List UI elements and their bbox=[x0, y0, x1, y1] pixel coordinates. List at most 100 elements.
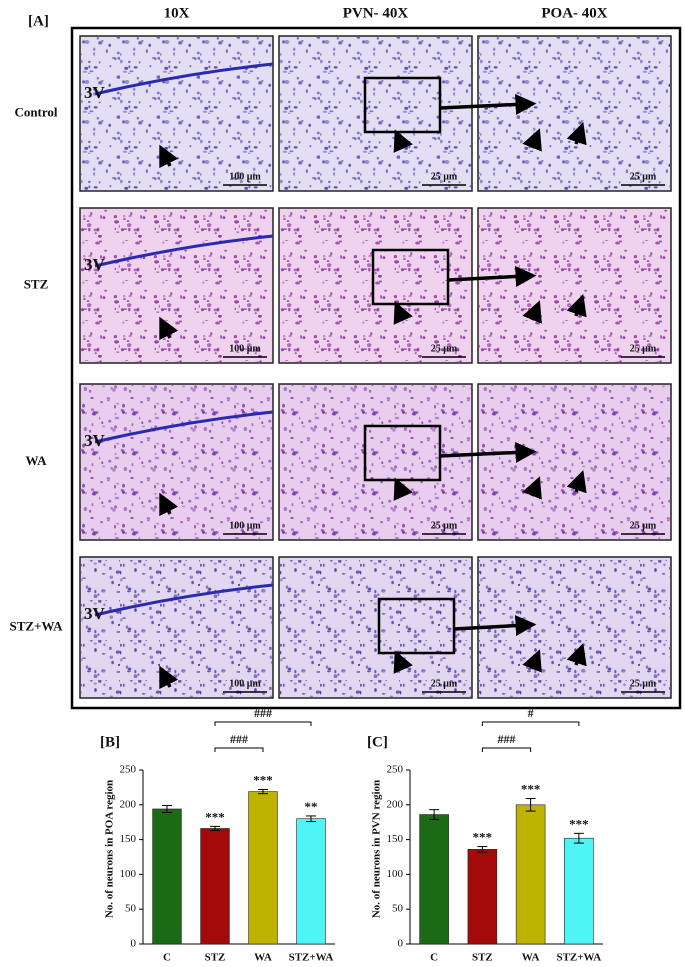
arrow bbox=[522, 649, 542, 673]
significance-bracket bbox=[214, 747, 264, 752]
arrow bbox=[522, 476, 542, 500]
arrow bbox=[566, 643, 587, 667]
micrograph-texture bbox=[280, 37, 471, 190]
micrograph-texture bbox=[81, 558, 272, 697]
y-tick-label: 250 bbox=[387, 764, 404, 776]
arrow bbox=[522, 128, 542, 152]
panel-label: [A] bbox=[28, 13, 49, 29]
scale-bar-label: 25 μm bbox=[630, 171, 657, 182]
y-axis-label: No. of neurons in PVN region bbox=[371, 780, 383, 918]
x-tick-label: WA bbox=[254, 952, 272, 964]
significance-bracket bbox=[481, 747, 532, 752]
column-header: PVN- 40X bbox=[343, 5, 409, 21]
panel-label: [C] bbox=[367, 734, 388, 750]
bracket-label: ### bbox=[254, 706, 272, 720]
micrograph-texture bbox=[479, 37, 670, 190]
bracket-label: # bbox=[528, 706, 534, 720]
arrow bbox=[393, 650, 413, 674]
bar bbox=[515, 804, 546, 945]
y-tick-label: 0 bbox=[398, 938, 404, 950]
y-tick-label: 0 bbox=[131, 938, 137, 950]
scale-bar-label: 25 μm bbox=[431, 343, 458, 354]
micrograph-texture bbox=[81, 385, 272, 539]
y-tick-label: 150 bbox=[387, 833, 404, 845]
micrograph-texture bbox=[280, 558, 471, 697]
arrow bbox=[566, 122, 587, 146]
arrow bbox=[447, 266, 537, 288]
micrograph-texture bbox=[280, 209, 471, 362]
x-tick-label: C bbox=[163, 952, 171, 964]
y-axis-label: No. of neurons in POA region bbox=[104, 780, 116, 918]
bar bbox=[564, 837, 594, 945]
ventricle-label: 3V bbox=[84, 83, 106, 102]
y-tick-label: 150 bbox=[120, 833, 137, 845]
arrow bbox=[159, 665, 179, 690]
ventricle bbox=[94, 410, 274, 444]
micrograph-texture bbox=[81, 37, 272, 190]
panel-frame bbox=[70, 26, 682, 710]
y-tick-label: 200 bbox=[387, 798, 404, 810]
significance-label: *** bbox=[253, 772, 273, 787]
scale-bar-label: 25 μm bbox=[431, 171, 458, 182]
arrow bbox=[439, 441, 537, 463]
arrow bbox=[159, 144, 179, 169]
scale-bar-label: 100 μm bbox=[229, 171, 261, 182]
arrow bbox=[159, 316, 179, 341]
x-tick-label: C bbox=[430, 952, 438, 964]
row-label: STZ bbox=[24, 276, 49, 291]
row-label: WA bbox=[26, 453, 48, 468]
bracket-label: ### bbox=[230, 732, 248, 746]
significance-label: *** bbox=[205, 809, 225, 824]
scale-bar-label: 100 μm bbox=[229, 343, 261, 354]
arrow bbox=[393, 129, 413, 153]
scale-bar-label: 25 μm bbox=[630, 343, 657, 354]
arrow bbox=[566, 294, 587, 318]
y-tick-label: 50 bbox=[392, 903, 404, 915]
y-tick-label: 200 bbox=[120, 798, 137, 810]
bar bbox=[467, 849, 498, 945]
scale-bar-label: 25 μm bbox=[630, 520, 657, 531]
micrograph-texture bbox=[280, 385, 471, 539]
significance-label: *** bbox=[521, 782, 541, 797]
ventricle bbox=[94, 234, 274, 268]
scale-bar-label: 25 μm bbox=[431, 520, 458, 531]
ventricle bbox=[94, 583, 274, 617]
bracket-label: ### bbox=[498, 732, 516, 746]
y-tick-label: 100 bbox=[387, 868, 404, 880]
x-tick-label: WA bbox=[522, 952, 540, 964]
arrow bbox=[439, 93, 537, 115]
row-label: Control bbox=[14, 104, 57, 119]
arrow bbox=[159, 492, 179, 517]
scale-bar-label: 25 μm bbox=[630, 678, 657, 689]
scale-bar-label: 100 μm bbox=[229, 520, 261, 531]
bar bbox=[152, 808, 182, 945]
significance-label: ** bbox=[305, 799, 318, 814]
ventricle bbox=[94, 62, 274, 96]
micrograph-texture bbox=[479, 209, 670, 362]
significance-label: *** bbox=[473, 830, 493, 845]
micrograph-texture bbox=[81, 209, 272, 362]
x-tick-label: STZ bbox=[472, 952, 493, 964]
bar bbox=[200, 828, 230, 945]
x-tick-label: STZ bbox=[205, 952, 226, 964]
significance-bracket bbox=[214, 721, 312, 726]
arrow bbox=[393, 301, 413, 325]
scale-bar-label: 100 μm bbox=[229, 678, 261, 689]
panel-label: [B] bbox=[100, 734, 120, 750]
arrow bbox=[393, 477, 413, 501]
y-tick-label: 250 bbox=[120, 764, 137, 776]
micrograph-texture bbox=[479, 385, 670, 539]
significance-label: *** bbox=[569, 816, 589, 831]
arrow bbox=[453, 615, 537, 637]
column-header: POA- 40X bbox=[541, 5, 607, 21]
x-tick-label: STZ+WA bbox=[289, 952, 334, 964]
arrow bbox=[566, 470, 587, 494]
bar bbox=[419, 814, 449, 945]
arrow bbox=[522, 300, 542, 324]
x-tick-label: STZ+WA bbox=[556, 952, 601, 964]
scale-bar-label: 25 μm bbox=[431, 678, 458, 689]
y-tick-label: 100 bbox=[120, 868, 137, 880]
bar bbox=[296, 818, 326, 945]
ventricle-label: 3V bbox=[84, 604, 106, 623]
